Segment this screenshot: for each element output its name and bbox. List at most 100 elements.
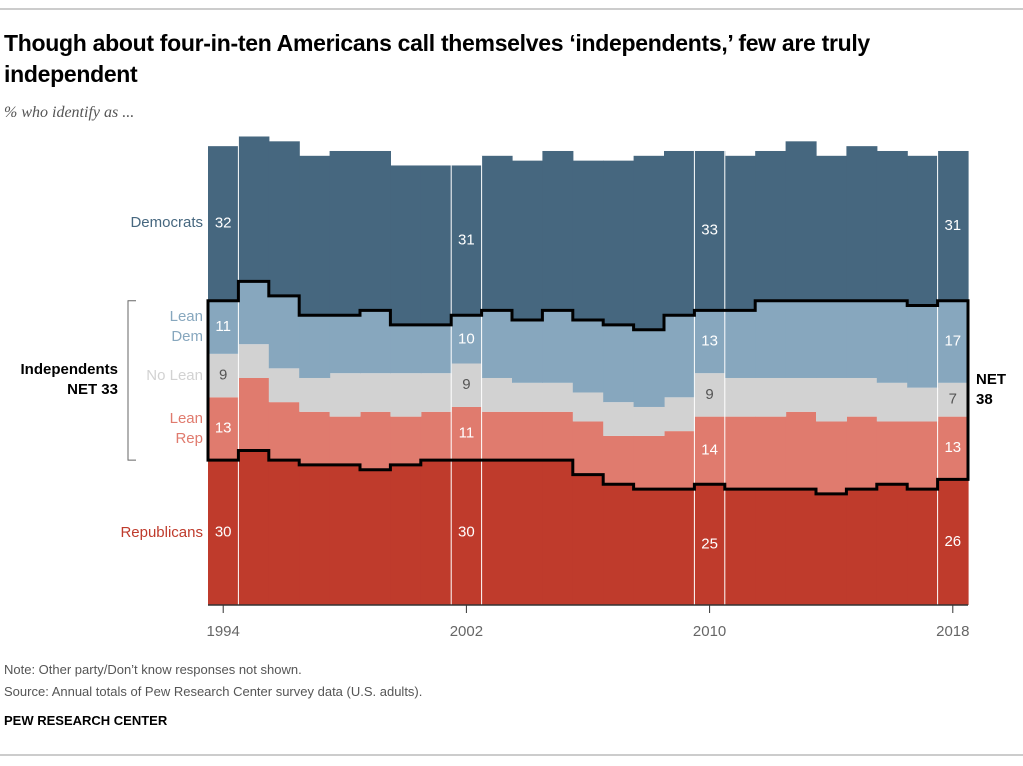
area-segment [208,300,239,354]
value-label: 30 [458,524,475,541]
chart-title: Though about four-in-ten Americans call … [4,30,870,87]
area-segment [816,155,847,301]
area-segment [299,411,331,465]
source: Source: Annual totals of Pew Research Ce… [4,684,423,699]
area-segment [937,479,969,605]
area-segment [481,155,513,311]
area-segment [360,150,391,311]
area-segment [876,300,908,383]
area-segment [603,160,635,325]
area-segment [420,165,452,325]
area-segment [299,315,331,378]
area-segment [664,150,695,316]
area-segment [542,460,574,605]
area-segment [603,484,635,605]
value-label: 13 [215,420,232,437]
area-segment [907,387,939,422]
area-segment [481,411,513,461]
series-label: Republicans [120,523,203,541]
area-segment [785,141,817,301]
value-label: 11 [459,425,475,442]
area-segment [238,450,270,605]
value-label: 33 [701,222,718,239]
area-segment [694,310,726,374]
area-segment [694,484,726,605]
area-segment [329,416,361,465]
area-segment [816,493,847,605]
area-segment [208,397,239,461]
x-tick-label: 2002 [450,623,483,640]
area-segment [876,484,908,605]
area-segment [542,411,574,461]
area-segment [937,150,969,301]
area-segment [512,160,543,321]
area-segment [512,382,543,412]
area-segment [238,344,270,378]
area-segment [785,489,817,605]
area-segment [329,150,361,316]
value-label: 9 [462,376,470,393]
independents-outline [206,279,970,496]
area-segment [268,460,300,605]
area-segment [876,150,908,301]
value-label: 32 [215,214,232,231]
area-segment [451,406,483,461]
area-segment [755,489,787,605]
x-tick-label: 2018 [936,623,969,640]
area-segment [603,402,635,436]
annotation: NET 38 [976,371,1006,409]
area-segment [724,377,756,417]
area-segment [694,150,726,311]
area-segment [907,155,939,306]
area-segment [846,377,878,417]
area-segment [451,315,483,364]
area-segment [785,411,817,490]
area-segment [755,377,787,417]
area-segment [876,421,908,485]
annotation: Independents NET 33 [20,361,118,399]
value-label: 14 [701,441,718,458]
value-label: 31 [944,217,961,234]
value-label: 9 [219,367,227,384]
note: Note: Other party/Don’t know responses n… [4,662,302,677]
area-segment [451,363,483,407]
area-segment [755,300,787,378]
area-segment [785,377,817,412]
area-segment [937,416,969,480]
area-segment [481,460,513,605]
area-segment [633,489,665,605]
area-segment [724,310,756,378]
x-tick-label: 2010 [693,623,726,640]
area-segment [816,421,847,494]
area-segment [238,281,270,345]
area-segment [390,373,422,417]
value-label: 9 [705,386,713,403]
area-segment [907,489,939,605]
area-segment [360,310,391,374]
area-segment [329,315,361,374]
area-segment [907,421,939,490]
chart-subtitle: % who identify as ... [4,104,135,121]
area-segment [633,329,665,407]
area-segment [542,310,574,383]
area-segment [664,489,695,605]
value-label: 13 [701,333,718,350]
area-segment [420,373,452,412]
area-segment [512,460,543,605]
area-segment [876,382,908,422]
area-segment [724,416,756,490]
series-label: Democrats [130,214,203,232]
area-segment [360,373,391,412]
area-segment [208,353,239,398]
area-segment [816,300,847,378]
value-label: 13 [944,439,961,456]
x-tick-label: 1994 [207,623,240,640]
area-segment [603,435,635,485]
area-segment [420,324,452,374]
area-segment [238,136,270,282]
area-segment [238,377,270,451]
area-segment [937,382,969,417]
area-segment [451,165,483,316]
area-segment [299,155,331,316]
